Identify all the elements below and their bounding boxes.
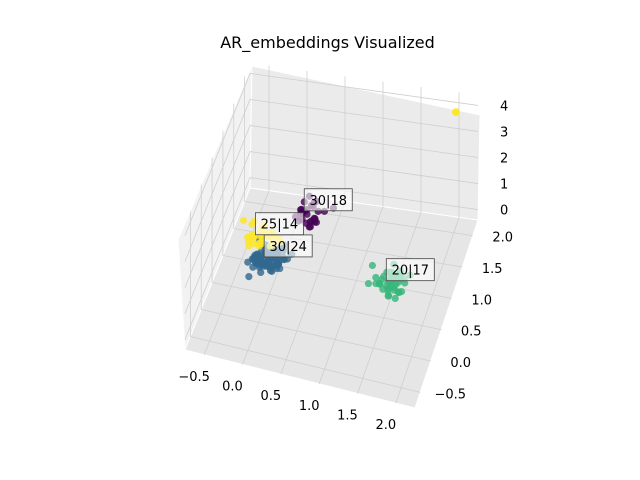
cluster-label-box — [385, 258, 435, 282]
grid-line-y — [212, 282, 442, 331]
cluster-label-box — [254, 212, 304, 236]
grid-line-z — [184, 125, 479, 288]
x-tick-label: 2.0 — [375, 418, 396, 433]
data-point — [380, 272, 388, 280]
grid-line-x — [280, 201, 346, 375]
data-point — [372, 273, 380, 282]
data-point — [390, 283, 398, 291]
data-point — [257, 261, 265, 269]
outlier-point — [452, 108, 460, 116]
data-point — [249, 239, 258, 248]
chart-title: AR_embeddings Visualized — [220, 33, 435, 52]
data-point — [245, 273, 253, 281]
grid-line-y — [201, 309, 431, 362]
grid-line-y — [244, 201, 473, 237]
data-point — [384, 292, 392, 300]
data-point — [368, 261, 377, 270]
cluster-label: 25|14 — [261, 218, 298, 233]
cluster-label-box — [303, 188, 353, 212]
data-point — [308, 217, 316, 225]
grid-line-x — [395, 217, 460, 404]
grid-line-x — [318, 206, 384, 384]
cluster-label: 20|17 — [392, 264, 429, 279]
data-point — [239, 216, 248, 224]
data-point — [256, 253, 265, 261]
z-tick-label: 2 — [500, 152, 508, 167]
data-point — [268, 267, 276, 275]
data-point — [303, 210, 311, 218]
axes: −0.5 0.0 0.5 1.0 1.5 2.0 −0.5 0.0 0.5 1.0 1.5 2.0 0 1… — [178, 99, 513, 433]
data-point — [384, 285, 392, 293]
data-point — [375, 280, 384, 288]
x-tick-label: 1.5 — [337, 409, 358, 424]
y-tick-label: 0.0 — [450, 356, 471, 371]
y-tick-label: 2.0 — [492, 231, 513, 246]
cluster-labels: 30|18 30|24 20|17 25|14 — [254, 188, 435, 282]
z-tick-label: 0 — [500, 204, 508, 219]
data-point — [249, 263, 257, 271]
x-tick-label: 0.5 — [260, 389, 281, 404]
x-tick-label: 0.0 — [222, 380, 243, 395]
data-point — [391, 294, 399, 302]
data-point — [272, 256, 281, 264]
x-tick-label: 1.0 — [299, 399, 320, 414]
y-tick-label: 1.5 — [482, 262, 503, 277]
data-point — [248, 255, 256, 263]
y-tick-label: −0.5 — [434, 387, 466, 402]
data-point — [248, 230, 256, 238]
z-tick-label: 1 — [500, 178, 508, 193]
grid-line-z — [184, 151, 479, 314]
cluster-label: 30|24 — [269, 240, 306, 255]
grid-lines — [184, 65, 479, 404]
grid-line-z — [184, 177, 479, 340]
x-tick-label: −0.5 — [178, 370, 210, 385]
grid-line-z — [184, 99, 479, 262]
y-tick-label: 0.5 — [461, 325, 482, 340]
cluster-label: 30|18 — [310, 194, 347, 209]
z-tick-label: 4 — [500, 99, 508, 114]
grid-line-z — [184, 72, 479, 236]
y-tick-label: 1.0 — [471, 293, 492, 308]
grid-line-x — [357, 211, 422, 394]
grid-line-y — [190, 336, 421, 393]
data-point — [364, 279, 373, 288]
z-tick-label: 3 — [500, 125, 508, 140]
